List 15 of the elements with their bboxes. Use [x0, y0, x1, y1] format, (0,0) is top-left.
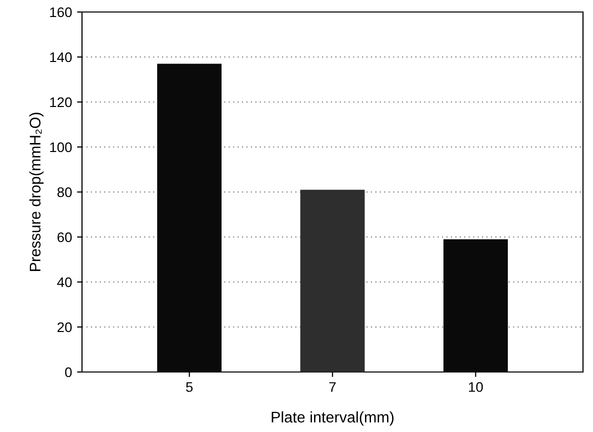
- bar: [300, 190, 365, 372]
- y-axis-title: Pressure drop(mmH₂O): [29, 112, 44, 271]
- y-tick-label: 20: [58, 322, 72, 332]
- x-axis-title: Plate interval(mm): [272, 411, 394, 426]
- y-tick-label: 0: [65, 367, 72, 378]
- y-tick-label: 140: [50, 52, 72, 62]
- y-tick-label: 160: [50, 7, 72, 18]
- y-tick-label: 100: [50, 142, 72, 152]
- x-tick-label: 5: [186, 382, 193, 392]
- x-tick-label: 7: [329, 382, 336, 392]
- y-tick-label: 40: [57, 277, 72, 288]
- y-tick-label: 80: [57, 187, 72, 198]
- x-tick-label: 10: [468, 382, 483, 392]
- y-tick-label: 120: [50, 97, 72, 108]
- y-tick-label: 60: [58, 232, 72, 242]
